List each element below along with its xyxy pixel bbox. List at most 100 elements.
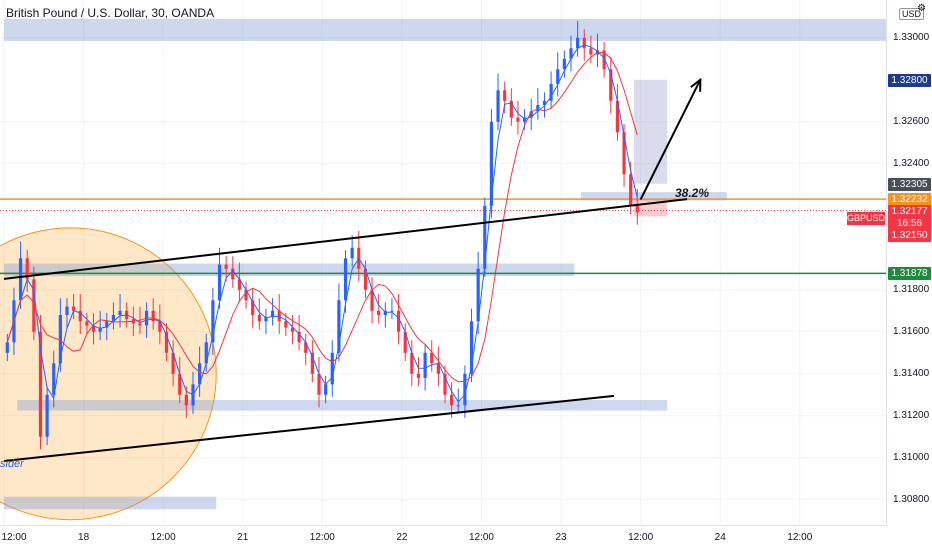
price-label-tag: 1.32800 [888,73,931,87]
candle-body [32,279,36,332]
candle-body [317,373,321,395]
currency-selector[interactable]: USD [899,8,925,20]
candle-body [562,58,566,70]
price-label-tag: 16:56 [888,217,931,231]
candle-body [58,315,62,364]
candle-body [509,100,513,118]
candle-body [430,352,434,364]
candle-body [436,363,440,374]
candle-body [304,342,308,353]
zone-band [17,400,668,411]
candle-body [211,300,215,343]
trend-line [3,198,688,280]
slow-ma-line [6,52,638,383]
candle-body [542,100,547,105]
time-tick-label: 23 [555,532,567,543]
price-tick-label: 1.30800 [893,493,930,505]
candle-body [231,268,235,280]
zone-band [580,192,727,201]
candle-body [158,321,162,332]
candle-body [556,69,560,84]
zone-band [4,18,886,41]
candle-body [450,394,454,406]
candle-body [569,48,573,59]
price-axis[interactable]: 1.33000 1.32600 1.32400 1.31800 1.31600 1.314… [886,0,932,525]
chart-svg [0,0,886,525]
candle-body [25,258,29,280]
zone-band [4,496,217,510]
candle-body [410,352,414,374]
candle-body [224,264,228,269]
arrow-head [690,77,702,92]
chart-plot-area[interactable]: British Pound / U.S. Dollar, 30, OANDA 3… [0,0,886,525]
candle-body [609,69,613,101]
candle-body [138,323,142,326]
candle-body [370,289,374,311]
candle-body [549,84,553,101]
price-tick-label: 1.31600 [893,325,930,337]
candle-body [483,205,487,269]
settings-icon[interactable]: ⚙ [917,3,926,14]
highlight-zone-circle [0,227,217,521]
candle-body [217,264,222,301]
candle-body [297,331,301,343]
candle-body [78,310,82,322]
candle-body [151,310,155,322]
price-label-tag: 1.32232 [888,193,931,207]
time-tick-label: 18 [78,532,90,543]
candle-body [204,342,208,364]
candle-body [178,373,182,395]
candle-body [330,352,334,385]
candle-body [85,321,89,326]
candle-body [184,394,188,406]
candle-body [198,363,202,385]
time-tick-label: 12:00 [787,532,813,543]
candle-body [363,268,368,290]
candle-body [635,205,639,213]
candle-body [251,300,255,315]
fib-level-label: 38.2% [675,186,710,200]
price-tick-label: 1.31400 [893,367,930,379]
candle-body [5,342,9,353]
price-label-tag: 1.32150 [888,229,931,243]
candle-body [264,317,268,322]
candle-body [290,327,295,332]
candle-body [516,117,520,122]
candle-body [476,268,480,322]
candle-body [522,117,527,122]
candle-body [244,289,248,301]
candle-body [622,132,626,175]
candle-body [164,331,169,353]
price-tick-label: 1.33000 [893,31,930,43]
candle-body [38,331,43,437]
candle-body [98,327,102,332]
symbol-price-tag: GBPUSD [847,212,886,225]
candle-body [91,325,96,332]
candle-body [52,363,56,395]
price-tick-label: 1.31800 [893,283,930,295]
price-label-tag: 1.32305 [888,177,931,191]
candle-body [576,37,580,49]
time-tick-label: 12:00 [309,532,335,543]
time-tick-label: 21 [237,532,249,543]
candle-body [45,394,49,437]
time-axis[interactable]: 12:00 18 12:00 21 12:00 22 12:00 23 12:00 24 12:00 [0,525,886,551]
candle-body [396,310,401,332]
candle-body [582,37,586,49]
candle-body [111,315,116,322]
candle-body [18,258,23,301]
candle-body [416,373,421,378]
projection-arrow [639,79,702,200]
candle-body [171,352,175,374]
candle-body [324,384,328,395]
candle-body [105,321,109,328]
candle-body [456,405,460,407]
candle-body [65,306,69,315]
candle-body [350,247,354,259]
candle-body [377,310,381,315]
candle-body [270,310,275,318]
chart-title: British Pound / U.S. Dollar, 30, OANDA [6,6,215,20]
candle-body [337,300,341,353]
candle-body [503,90,507,101]
time-tick-label: 24 [714,532,726,543]
